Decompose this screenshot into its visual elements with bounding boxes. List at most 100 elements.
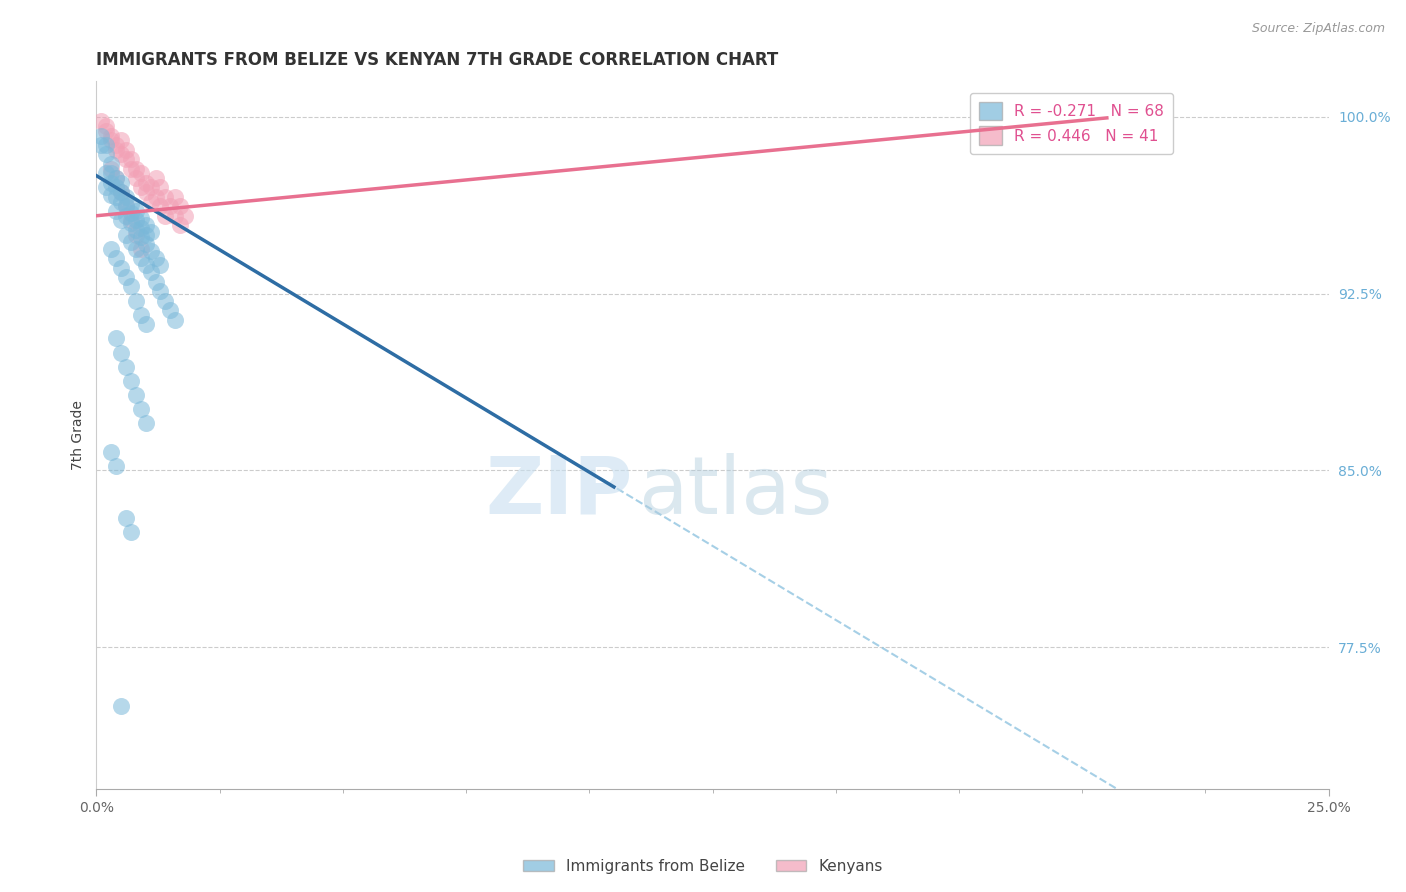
Point xyxy=(139,225,162,239)
Point xyxy=(129,402,152,417)
Point xyxy=(149,258,172,272)
Point xyxy=(120,206,142,220)
Point xyxy=(129,211,152,226)
Point xyxy=(100,166,122,180)
Point xyxy=(110,133,132,147)
Point xyxy=(120,524,142,539)
Point xyxy=(129,166,152,180)
Y-axis label: 7th Grade: 7th Grade xyxy=(72,401,86,470)
Point xyxy=(135,176,157,190)
Point xyxy=(100,128,122,143)
Point xyxy=(129,230,152,244)
Point xyxy=(120,161,142,176)
Point xyxy=(139,265,162,279)
Point xyxy=(120,152,142,166)
Point xyxy=(110,185,132,199)
Point xyxy=(149,199,172,213)
Point xyxy=(100,242,122,256)
Point xyxy=(135,218,157,232)
Point xyxy=(125,388,148,402)
Point xyxy=(110,176,132,190)
Point xyxy=(115,209,138,223)
Point xyxy=(115,190,138,204)
Point xyxy=(129,251,152,265)
Point xyxy=(139,244,162,259)
Point xyxy=(165,209,187,223)
Point xyxy=(110,185,132,199)
Point xyxy=(135,237,157,252)
Point xyxy=(165,190,187,204)
Text: Source: ZipAtlas.com: Source: ZipAtlas.com xyxy=(1251,22,1385,36)
Point xyxy=(159,303,181,318)
Point xyxy=(96,124,118,138)
Point xyxy=(100,157,122,171)
Point xyxy=(100,444,122,458)
Point xyxy=(115,227,138,242)
Point xyxy=(125,204,148,219)
Point xyxy=(125,293,148,308)
Point xyxy=(96,166,118,180)
Point xyxy=(139,194,162,209)
Point xyxy=(105,190,128,204)
Point xyxy=(155,209,177,223)
Point xyxy=(115,270,138,285)
Point xyxy=(115,152,138,166)
Legend: R = -0.271   N = 68, R = 0.446   N = 41: R = -0.271 N = 68, R = 0.446 N = 41 xyxy=(970,93,1173,154)
Point xyxy=(129,180,152,194)
Point xyxy=(120,216,142,230)
Point xyxy=(125,213,148,227)
Point xyxy=(105,138,128,153)
Point xyxy=(169,199,191,213)
Point xyxy=(135,185,157,199)
Point xyxy=(135,258,157,272)
Text: atlas: atlas xyxy=(638,452,832,531)
Point xyxy=(105,204,128,219)
Point xyxy=(110,147,132,161)
Point xyxy=(105,171,128,186)
Point xyxy=(110,213,132,227)
Point xyxy=(100,187,122,202)
Point xyxy=(115,143,138,157)
Point xyxy=(105,331,128,345)
Point xyxy=(90,138,112,153)
Point xyxy=(129,242,152,256)
Point xyxy=(169,218,191,232)
Point xyxy=(155,190,177,204)
Point xyxy=(110,345,132,359)
Point xyxy=(110,260,132,275)
Point xyxy=(149,284,172,298)
Point xyxy=(96,138,118,153)
Point xyxy=(125,223,148,237)
Point xyxy=(120,197,142,211)
Point xyxy=(100,176,122,190)
Point xyxy=(105,171,128,186)
Point xyxy=(1095,111,1118,125)
Point xyxy=(105,143,128,157)
Point xyxy=(90,128,112,143)
Point xyxy=(115,199,138,213)
Point xyxy=(105,458,128,473)
Point xyxy=(165,312,187,326)
Point xyxy=(96,147,118,161)
Point xyxy=(105,180,128,194)
Point xyxy=(155,293,177,308)
Point xyxy=(115,199,138,213)
Point xyxy=(100,133,122,147)
Text: ZIP: ZIP xyxy=(485,452,633,531)
Legend: Immigrants from Belize, Kenyans: Immigrants from Belize, Kenyans xyxy=(517,853,889,880)
Point xyxy=(105,251,128,265)
Point xyxy=(125,171,148,186)
Point xyxy=(145,171,167,186)
Point xyxy=(110,194,132,209)
Point xyxy=(125,242,148,256)
Point xyxy=(96,119,118,133)
Point xyxy=(129,308,152,322)
Point xyxy=(96,180,118,194)
Text: IMMIGRANTS FROM BELIZE VS KENYAN 7TH GRADE CORRELATION CHART: IMMIGRANTS FROM BELIZE VS KENYAN 7TH GRA… xyxy=(97,51,779,69)
Point xyxy=(145,251,167,265)
Point xyxy=(120,235,142,249)
Point xyxy=(120,279,142,293)
Point xyxy=(100,161,122,176)
Point xyxy=(139,180,162,194)
Point xyxy=(135,417,157,431)
